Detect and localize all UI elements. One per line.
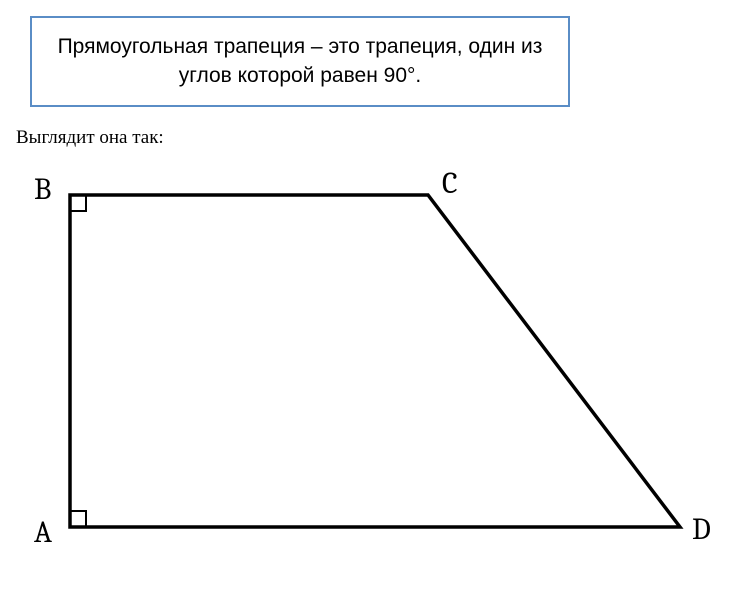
vertex-label-c: C: [442, 166, 458, 201]
trapezoid-diagram: A B C D: [10, 157, 724, 567]
vertex-label-b: B: [34, 172, 51, 207]
definition-text: Прямоугольная трапеция – это трапеция, о…: [58, 35, 543, 87]
caption-text: Выглядит она так:: [16, 127, 724, 149]
right-angle-marker-a: [70, 511, 86, 527]
vertex-label-d: D: [692, 512, 711, 547]
right-angle-marker-b: [70, 195, 86, 211]
vertex-label-a: A: [34, 515, 52, 550]
trapezoid-shape: [70, 195, 680, 527]
definition-box: Прямоугольная трапеция – это трапеция, о…: [30, 16, 570, 107]
